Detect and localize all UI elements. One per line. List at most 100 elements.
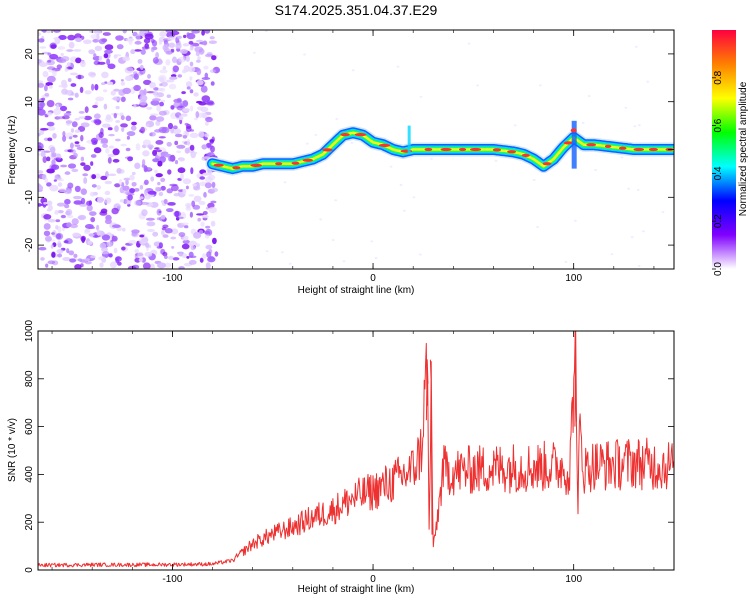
noise-speck	[412, 196, 416, 199]
noise-blob	[168, 42, 175, 48]
noise-blob	[82, 173, 89, 177]
noise-blob	[185, 55, 190, 62]
noise-blob	[116, 167, 122, 174]
noise-blob	[56, 64, 62, 69]
noise-blob	[158, 126, 167, 134]
noise-blob	[38, 170, 44, 174]
noise-blob	[54, 210, 59, 215]
noise-blob	[158, 242, 163, 249]
noise-blob	[111, 235, 118, 242]
noise-blob	[186, 32, 196, 40]
noise-blob	[91, 174, 97, 180]
noise-speck	[350, 141, 354, 144]
noise-blob	[183, 65, 190, 73]
spectrogram-x-tick-label: 0	[370, 273, 376, 284]
noise-blob	[150, 100, 160, 106]
noise-speck	[633, 125, 637, 128]
spectrogram-noise	[38, 30, 665, 269]
noise-blob	[128, 239, 137, 245]
noise-blob	[210, 200, 217, 204]
ridge-hotspot	[378, 143, 391, 147]
noise-blob	[141, 257, 147, 263]
noise-blob	[174, 140, 179, 146]
noise-blob	[122, 227, 126, 232]
noise-blob	[84, 228, 91, 233]
noise-blob	[107, 127, 113, 131]
noise-blob	[45, 82, 53, 86]
noise-blob	[211, 187, 219, 193]
noise-blob	[103, 103, 108, 110]
noise-blob	[162, 66, 167, 70]
noise-blob	[49, 184, 59, 192]
noise-blob	[77, 74, 82, 80]
noise-blob	[208, 206, 217, 214]
noise-blob	[212, 237, 217, 245]
noise-blob	[72, 134, 78, 138]
noise-blob	[198, 200, 206, 206]
noise-blob	[159, 77, 165, 83]
noise-blob	[128, 39, 133, 46]
noise-blob	[174, 160, 179, 165]
noise-blob	[199, 176, 205, 180]
noise-speck	[399, 183, 403, 186]
noise-blob	[140, 201, 150, 205]
noise-speck	[532, 178, 536, 181]
noise-blob	[194, 243, 201, 248]
noise-blob	[198, 131, 205, 138]
noise-blob	[205, 142, 212, 148]
noise-blob	[43, 201, 47, 205]
noise-blob	[80, 134, 84, 142]
noise-blob	[180, 49, 188, 54]
noise-speck	[374, 257, 378, 259]
noise-blob	[158, 39, 162, 45]
noise-blob	[133, 104, 137, 108]
noise-blob	[108, 145, 115, 149]
noise-blob	[38, 32, 42, 36]
snr-y-tick-label: 200	[24, 513, 35, 530]
noise-blob	[90, 161, 94, 166]
snr-x-ticks: -100 0 100	[51, 331, 655, 585]
noise-blob	[45, 263, 49, 268]
noise-blob	[107, 173, 117, 177]
noise-blob	[159, 69, 168, 74]
noise-blob	[210, 145, 215, 153]
noise-blob	[64, 198, 71, 205]
noise-blob	[181, 91, 186, 95]
noise-blob	[110, 90, 116, 96]
noise-speck	[513, 124, 517, 127]
noise-blob	[194, 117, 198, 121]
noise-blob	[61, 83, 68, 89]
noise-blob	[74, 144, 81, 148]
noise-blob	[91, 184, 97, 188]
noise-blob	[147, 74, 151, 79]
spectrogram-ridge	[205, 120, 674, 176]
noise-blob	[190, 245, 196, 251]
noise-blob	[214, 251, 219, 257]
colorbar: 0.0 0.2 0.4 0.6 0.8 Normalized spectral ampl…	[712, 30, 749, 276]
noise-blob	[114, 125, 119, 132]
noise-blob	[184, 225, 189, 229]
noise-blob	[40, 151, 46, 158]
noise-blob	[38, 38, 45, 43]
noise-blob	[87, 240, 93, 245]
noise-blob	[48, 204, 53, 211]
noise-blob	[38, 109, 46, 116]
ridge-hotspot	[291, 161, 300, 165]
noise-blob	[125, 179, 129, 186]
noise-blob	[204, 133, 210, 138]
noise-blob	[38, 82, 45, 88]
noise-blob	[52, 133, 57, 139]
noise-blob	[139, 196, 144, 200]
noise-blob	[46, 121, 55, 127]
noise-blob	[147, 144, 154, 149]
ridge-hotspot	[648, 147, 658, 152]
ridge-hotspot	[507, 150, 517, 154]
noise-blob	[166, 188, 173, 194]
noise-blob	[182, 188, 187, 195]
noise-blob	[156, 208, 162, 216]
noise-blob	[120, 96, 126, 103]
noise-speck	[288, 262, 292, 265]
noise-blob	[107, 157, 112, 164]
noise-blob	[155, 140, 164, 145]
noise-blob	[193, 231, 202, 239]
